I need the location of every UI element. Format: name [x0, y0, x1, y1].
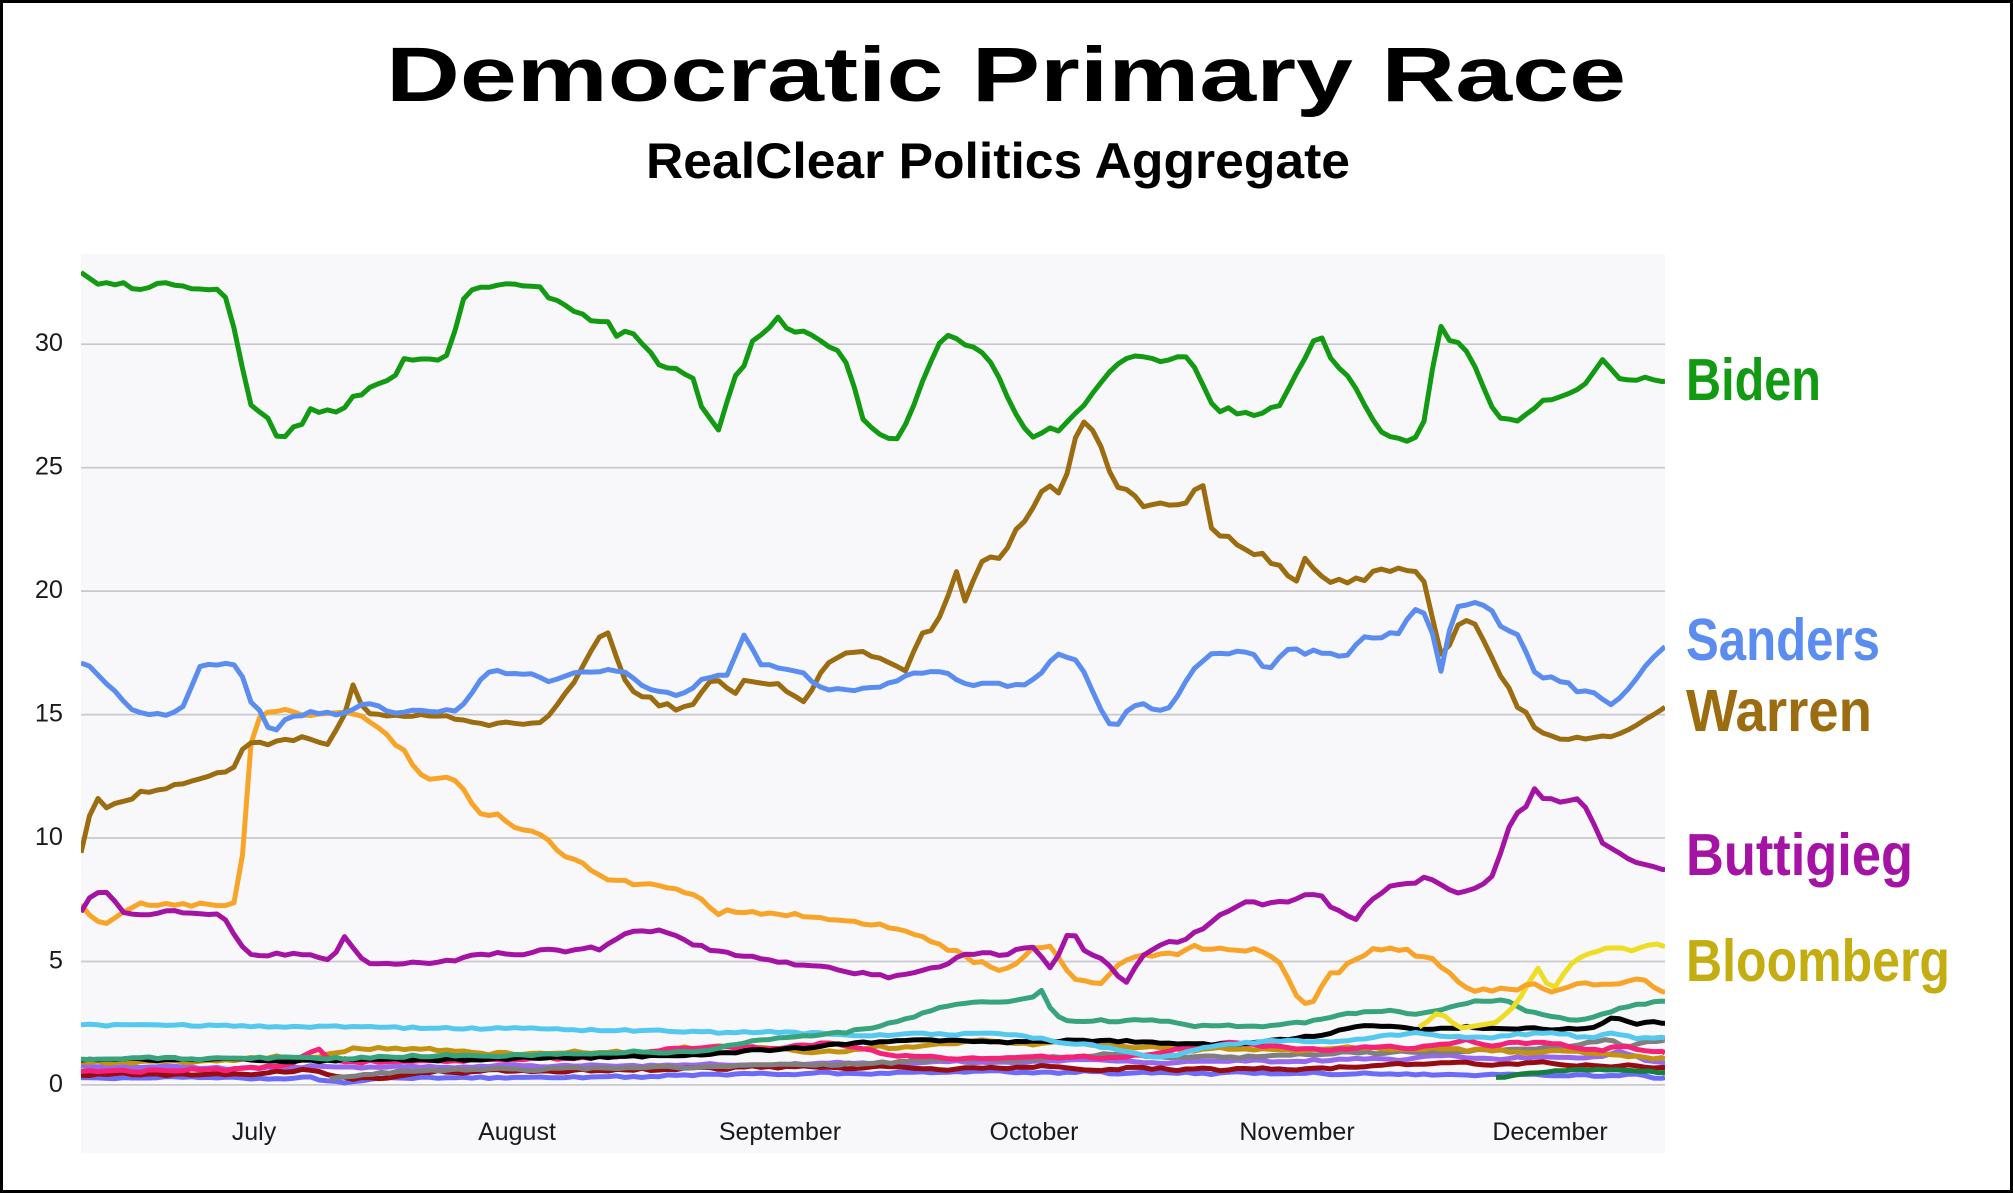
svg-text:10: 10: [35, 823, 63, 851]
svg-text:October: October: [990, 1118, 1079, 1146]
svg-text:Biden: Biden: [1686, 347, 1821, 413]
svg-text:November: November: [1239, 1118, 1354, 1146]
svg-text:15: 15: [35, 700, 63, 728]
svg-text:September: September: [719, 1118, 841, 1146]
svg-text:Democratic Primary Race: Democratic Primary Race: [386, 32, 1626, 118]
svg-text:RealClear Politics Aggregate: RealClear Politics Aggregate: [646, 133, 1350, 189]
svg-text:0: 0: [49, 1070, 63, 1098]
svg-text:Warren: Warren: [1686, 678, 1872, 744]
svg-text:30: 30: [35, 329, 63, 357]
svg-text:Buttigieg: Buttigieg: [1686, 822, 1913, 888]
svg-text:20: 20: [35, 576, 63, 604]
svg-text:December: December: [1492, 1118, 1607, 1146]
svg-text:July: July: [232, 1118, 277, 1146]
svg-text:25: 25: [35, 453, 63, 481]
svg-text:5: 5: [49, 947, 63, 975]
svg-text:August: August: [478, 1118, 556, 1146]
svg-text:Sanders: Sanders: [1686, 607, 1880, 673]
svg-text:Bloomberg: Bloomberg: [1686, 928, 1950, 994]
